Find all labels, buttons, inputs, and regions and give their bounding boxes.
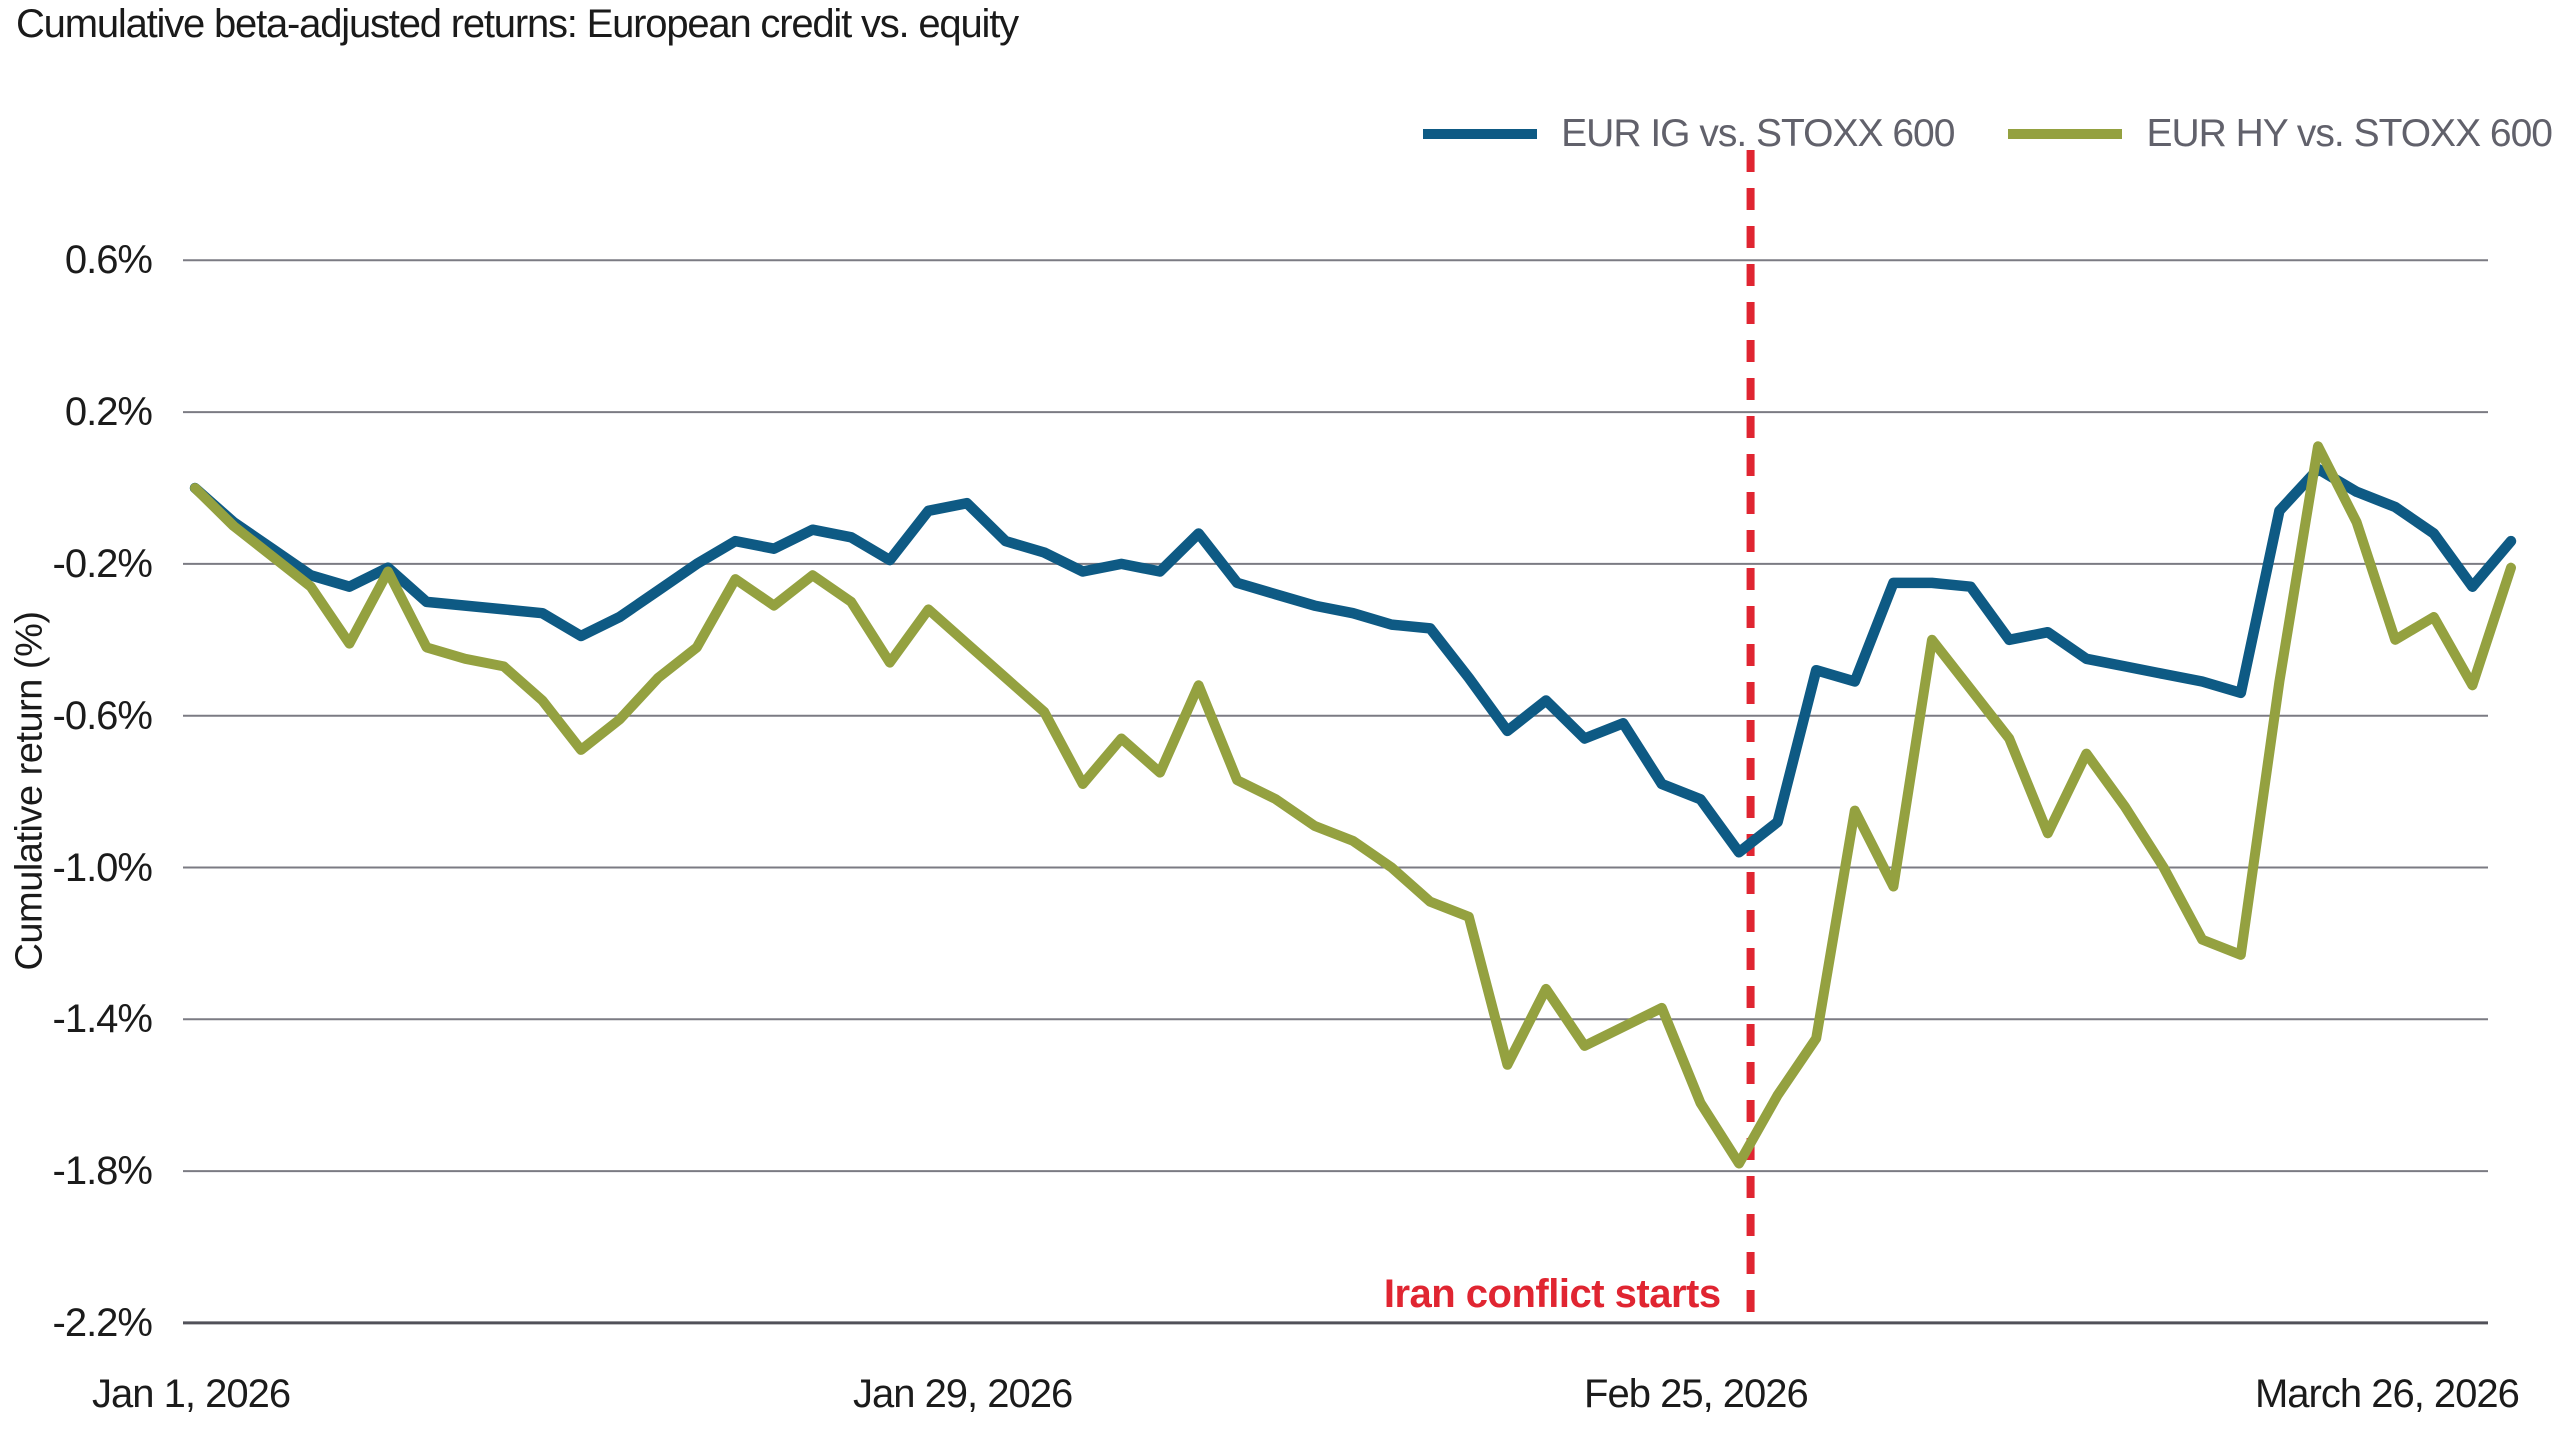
x-tick-label: March 26, 2026 <box>2254 1372 2520 1416</box>
y-tick-label: -2.2% <box>52 1300 154 1345</box>
y-tick-label: -1.0% <box>52 845 154 890</box>
x-tick-label: Jan 29, 2026 <box>852 1372 1073 1416</box>
legend-swatch-eur-hy-icon <box>2008 129 2123 139</box>
legend: EUR IG vs. STOXX 600 EUR HY vs. STOXX 60… <box>1423 112 2553 156</box>
y-tick-label: 0.2% <box>64 390 153 435</box>
y-tick-label: -1.4% <box>52 997 154 1042</box>
page-title: Cumulative beta-adjusted returns: Europe… <box>16 2 1019 46</box>
legend-item-eur-ig: EUR IG vs. STOXX 600 <box>1423 112 1955 156</box>
y-tick-label: -0.6% <box>52 693 154 738</box>
y-tick-label: 0.6% <box>64 238 153 283</box>
series-line-eur-hy <box>190 441 2516 1169</box>
y-tick-label: -0.2% <box>52 541 154 586</box>
y-tick-label: -1.8% <box>52 1149 154 1194</box>
x-tick-label: Feb 25, 2026 <box>1584 1372 1809 1416</box>
legend-item-label: EUR IG vs. STOXX 600 <box>1561 112 1955 155</box>
series-line-eur-ig <box>189 463 2517 858</box>
legend-item-eur-hy: EUR HY vs. STOXX 600 <box>2008 112 2553 156</box>
x-tick-label: Jan 1, 2026 <box>92 1372 291 1416</box>
legend-item-label: EUR HY vs. STOXX 600 <box>2146 112 2553 155</box>
legend-swatch-eur-ig-icon <box>1423 129 1538 139</box>
event-annotation-label: Iran conflict starts <box>1383 1272 1721 1316</box>
